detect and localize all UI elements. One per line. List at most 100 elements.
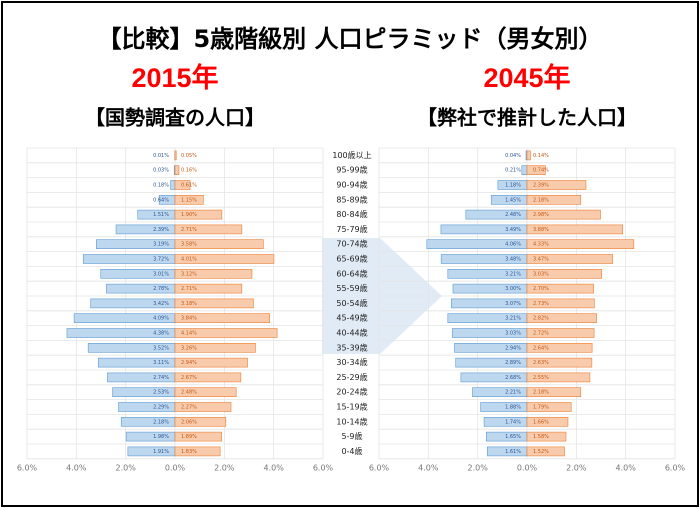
value-label: 2.89% (505, 360, 521, 366)
value-label: 1.83% (181, 449, 197, 455)
value-label: 2.18% (533, 390, 549, 396)
value-label: 2.27% (181, 405, 197, 411)
bar (526, 446, 565, 457)
year: 2015年 (131, 62, 218, 93)
bar (174, 431, 222, 442)
value-label: 1.66% (533, 419, 549, 425)
value-label: 2.55% (533, 375, 549, 381)
value-label: 3.19% (153, 242, 169, 248)
bar (526, 328, 595, 338)
bar (170, 180, 176, 190)
value-label: 0.21% (505, 168, 521, 174)
bar (174, 313, 271, 324)
age-label: 30-34歳 (336, 357, 367, 367)
value-label: 2.70% (533, 286, 549, 292)
x-tick-label: 4.0% (418, 463, 439, 472)
value-label: 3.42% (153, 301, 169, 307)
value-label: 3.00% (505, 286, 521, 292)
age-label: 25-29歳 (336, 372, 367, 382)
bar (526, 357, 593, 368)
bar (526, 387, 582, 398)
year: 2045年 (483, 62, 570, 93)
value-label: 1.91% (153, 449, 169, 455)
value-label: 0.61% (181, 183, 197, 189)
value-label: 0.14% (533, 153, 549, 159)
bar (174, 239, 264, 249)
value-label: 1.79% (533, 405, 549, 411)
x-tick-label: 2.0% (566, 463, 587, 472)
value-label: 3.07% (505, 301, 521, 307)
value-label: 3.21% (505, 316, 521, 322)
value-label: 4.38% (153, 331, 169, 337)
age-label: 45-49歳 (336, 313, 367, 323)
value-label: 4.01% (181, 257, 197, 263)
value-label: 3.52% (153, 345, 169, 351)
bar (174, 342, 256, 353)
value-label: 3.48% (505, 257, 521, 263)
bar (526, 268, 603, 279)
value-label: 2.21% (505, 390, 521, 396)
age-label: 0-4歳 (341, 446, 362, 456)
value-label: 3.03% (533, 271, 549, 277)
bar (521, 165, 528, 175)
value-label: 1.61% (505, 449, 521, 455)
page-title: 【比較】5歳階級別 人口ピラミッド（男女別） (97, 25, 602, 53)
subtitle: 【国勢調査の人口】 (85, 106, 265, 130)
bar (526, 165, 546, 175)
age-label: 50-54歳 (336, 298, 367, 308)
age-label: 75-79歳 (336, 224, 367, 234)
value-label: 3.49% (505, 227, 521, 233)
value-label: 1.18% (505, 183, 521, 189)
value-label: 2.06% (181, 419, 197, 425)
value-label: 3.88% (533, 227, 549, 233)
value-label: 3.03% (505, 331, 521, 337)
age-label: 55-59歳 (336, 283, 367, 293)
bar (174, 150, 177, 161)
bar (174, 165, 180, 175)
value-label: 2.67% (181, 375, 197, 381)
value-label: 0.01% (153, 153, 169, 159)
value-label: 2.68% (505, 375, 521, 381)
age-label: 10-14歳 (336, 416, 367, 426)
bar (526, 209, 601, 220)
value-label: 3.01% (153, 271, 169, 277)
age-label: 5-9歳 (341, 431, 362, 441)
value-label: 2.71% (181, 286, 197, 292)
bar (174, 416, 227, 427)
value-label: 3.72% (153, 257, 169, 263)
value-label: 0.03% (153, 168, 169, 174)
bar (526, 372, 591, 383)
age-label: 65-69歳 (336, 254, 367, 264)
x-tick-label: 4.0% (264, 463, 285, 472)
value-label: 2.98% (533, 212, 549, 218)
age-label: 35-39歳 (336, 342, 367, 352)
age-label: 95-99歳 (336, 165, 367, 175)
value-label: 2.78% (153, 286, 169, 292)
value-label: 2.53% (153, 390, 169, 396)
subtitle: 【弊社で推計した人口】 (417, 106, 637, 130)
value-label: 1.51% (153, 212, 169, 218)
value-label: 0.04% (505, 153, 521, 159)
value-label: 2.71% (181, 227, 197, 233)
value-label: 3.12% (181, 271, 197, 277)
bar (174, 402, 232, 412)
value-label: 4.33% (533, 242, 549, 248)
x-tick-label: 6.0% (369, 463, 390, 472)
age-label: 100歳以上 (332, 150, 371, 160)
bar (526, 342, 593, 353)
value-label: 1.89% (181, 434, 197, 440)
x-tick-label: 2.0% (468, 463, 489, 472)
value-label: 2.18% (153, 419, 169, 425)
bar (174, 328, 278, 338)
bar (526, 239, 635, 249)
bar (526, 283, 594, 294)
bar (174, 224, 243, 235)
value-label: 2.29% (153, 405, 169, 411)
x-tick-label: 2.0% (214, 463, 235, 472)
bar (174, 268, 253, 279)
age-label: 85-89歳 (336, 194, 367, 204)
bar (174, 283, 243, 294)
age-label: 40-44歳 (336, 328, 367, 338)
value-label: 4.09% (153, 316, 169, 322)
value-label: 2.94% (505, 345, 521, 351)
